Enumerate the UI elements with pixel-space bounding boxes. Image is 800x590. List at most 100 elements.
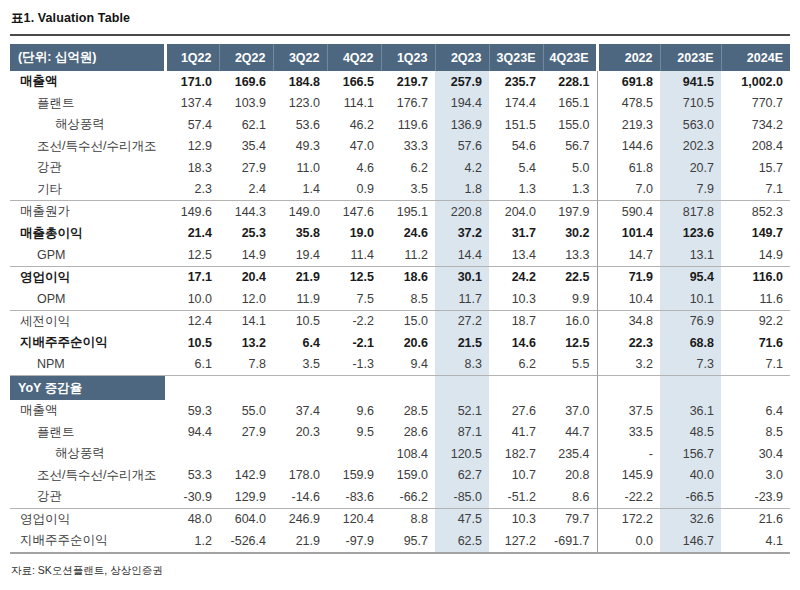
cell: 144.3 bbox=[219, 201, 273, 223]
cell: 246.9 bbox=[273, 508, 327, 530]
column-header-4Q23E: 4Q23E bbox=[543, 44, 597, 71]
cell: 159.0 bbox=[381, 465, 435, 487]
row-label: 세전이익 bbox=[10, 310, 165, 332]
cell: 220.8 bbox=[435, 201, 489, 223]
cell: 53.6 bbox=[273, 114, 327, 136]
cell bbox=[721, 376, 790, 401]
cell: 116.0 bbox=[721, 266, 790, 288]
table-row: 강관18.327.911.04.66.24.25.45.061.820.715.… bbox=[10, 157, 790, 179]
cell bbox=[327, 443, 381, 465]
cell: 7.8 bbox=[219, 354, 273, 376]
cell: 145.9 bbox=[597, 465, 660, 487]
cell: 17.1 bbox=[165, 266, 219, 288]
cell: 27.6 bbox=[489, 400, 543, 422]
cell: 37.0 bbox=[543, 400, 597, 422]
cell: 7.0 bbox=[597, 179, 660, 201]
table-row: OPM10.012.011.97.58.511.710.39.910.410.1… bbox=[10, 288, 790, 310]
cell: 151.5 bbox=[489, 114, 543, 136]
cell: 13.1 bbox=[660, 244, 721, 266]
cell: 9.9 bbox=[543, 288, 597, 310]
cell: -66.5 bbox=[660, 486, 721, 508]
cell: 57.6 bbox=[435, 136, 489, 158]
cell: 20.8 bbox=[543, 465, 597, 487]
cell: -526.4 bbox=[219, 530, 273, 553]
cell: 178.0 bbox=[273, 465, 327, 487]
section-band-row: YoY 증감율 bbox=[10, 376, 790, 401]
cell: 1.2 bbox=[165, 530, 219, 553]
cell: 184.8 bbox=[273, 71, 327, 93]
cell: 52.1 bbox=[435, 400, 489, 422]
cell: 21.4 bbox=[165, 223, 219, 245]
cell: 33.3 bbox=[381, 136, 435, 158]
table-row: 지배주주순이익10.513.26.4-2.120.621.514.612.522… bbox=[10, 332, 790, 354]
row-label: 지배주주순이익 bbox=[10, 332, 165, 354]
table-header: (단위: 십억원)1Q222Q223Q224Q221Q232Q233Q23E4Q… bbox=[10, 44, 790, 71]
report-page: 표1. Valuation Table (단위: 십억원)1Q222Q223Q2… bbox=[0, 0, 800, 578]
cell: 27.9 bbox=[219, 422, 273, 444]
cell: 4.6 bbox=[327, 157, 381, 179]
cell: 24.6 bbox=[381, 223, 435, 245]
cell: 13.3 bbox=[543, 244, 597, 266]
cell: 19.4 bbox=[273, 244, 327, 266]
cell: 165.1 bbox=[543, 93, 597, 115]
cell: 18.3 bbox=[165, 157, 219, 179]
cell: -2.1 bbox=[327, 332, 381, 354]
cell bbox=[219, 443, 273, 465]
cell: 25.3 bbox=[219, 223, 273, 245]
cell: 6.4 bbox=[721, 400, 790, 422]
cell: -2.2 bbox=[327, 310, 381, 332]
cell bbox=[273, 376, 327, 401]
cell: 734.2 bbox=[721, 114, 790, 136]
table-row: 강관-30.9129.9-14.6-83.6-66.2-85.0-51.28.6… bbox=[10, 486, 790, 508]
table-row: NPM6.17.83.5-1.39.48.36.25.53.27.37.1 bbox=[10, 354, 790, 376]
cell: 7.3 bbox=[660, 354, 721, 376]
cell: 219.3 bbox=[597, 114, 660, 136]
cell: 10.5 bbox=[165, 332, 219, 354]
cell: 3.0 bbox=[721, 465, 790, 487]
cell: 129.9 bbox=[219, 486, 273, 508]
cell: 11.9 bbox=[273, 288, 327, 310]
cell: 172.2 bbox=[597, 508, 660, 530]
cell: 6.4 bbox=[273, 332, 327, 354]
cell: 3.5 bbox=[381, 179, 435, 201]
cell: 0.0 bbox=[597, 530, 660, 553]
cell bbox=[597, 376, 660, 401]
cell: 2.4 bbox=[219, 179, 273, 201]
cell: 2.3 bbox=[165, 179, 219, 201]
cell: 34.8 bbox=[597, 310, 660, 332]
column-header-3Q22: 3Q22 bbox=[273, 44, 327, 71]
cell: 13.4 bbox=[489, 244, 543, 266]
cell: 47.0 bbox=[327, 136, 381, 158]
cell: 95.4 bbox=[660, 266, 721, 288]
cell: 149.6 bbox=[165, 201, 219, 223]
cell bbox=[219, 376, 273, 401]
cell: 11.7 bbox=[435, 288, 489, 310]
cell: 13.2 bbox=[219, 332, 273, 354]
row-label: 플랜트 bbox=[10, 422, 165, 444]
table-row: 조선/특수선/수리개조53.3142.9178.0159.9159.062.71… bbox=[10, 465, 790, 487]
table-row: 해상풍력57.462.153.646.2119.6136.9151.5155.0… bbox=[10, 114, 790, 136]
cell: 87.1 bbox=[435, 422, 489, 444]
cell: 94.4 bbox=[165, 422, 219, 444]
cell: 3.2 bbox=[597, 354, 660, 376]
cell: 197.9 bbox=[543, 201, 597, 223]
cell: 18.6 bbox=[381, 266, 435, 288]
table-row: 영업이익17.120.421.912.518.630.124.222.571.9… bbox=[10, 266, 790, 288]
cell: 28.5 bbox=[381, 400, 435, 422]
cell: 11.0 bbox=[273, 157, 327, 179]
cell: 1.8 bbox=[435, 179, 489, 201]
cell: 159.9 bbox=[327, 465, 381, 487]
row-label: 조선/특수선/수리개조 bbox=[10, 136, 165, 158]
cell: 61.8 bbox=[597, 157, 660, 179]
cell: 101.4 bbox=[597, 223, 660, 245]
cell: 604.0 bbox=[219, 508, 273, 530]
cell: 1.3 bbox=[489, 179, 543, 201]
cell: -691.7 bbox=[543, 530, 597, 553]
source-note: 자료: SK오션플랜트, 상상인증권 bbox=[10, 564, 790, 578]
cell: 47.5 bbox=[435, 508, 489, 530]
cell: 20.3 bbox=[273, 422, 327, 444]
row-label: 매출액 bbox=[10, 400, 165, 422]
cell: 20.4 bbox=[219, 266, 273, 288]
row-label: 매출총이익 bbox=[10, 223, 165, 245]
cell: 41.7 bbox=[489, 422, 543, 444]
